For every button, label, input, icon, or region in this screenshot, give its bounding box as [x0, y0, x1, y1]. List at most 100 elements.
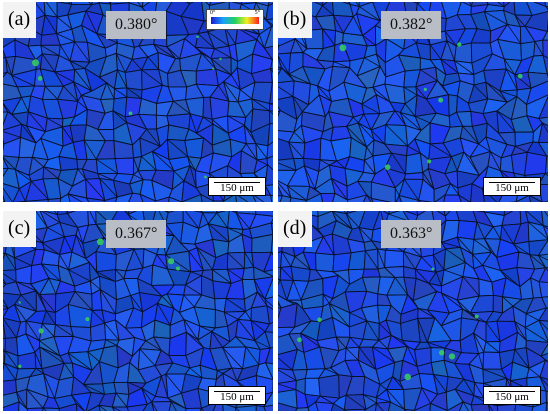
grain-boundary [445, 248, 466, 263]
grain [269, 81, 273, 105]
high-misorientation-spot [32, 59, 39, 67]
grain-boundary [478, 353, 484, 370]
grain-boundary [74, 69, 93, 92]
grain [544, 155, 548, 174]
grain-boundary [225, 298, 246, 312]
grain [264, 321, 273, 333]
high-misorientation-spot [438, 97, 444, 103]
grain-boundary [362, 394, 377, 404]
grain [482, 351, 503, 370]
grain-boundary [145, 340, 162, 351]
high-misorientation-spot [339, 44, 347, 52]
grain [487, 403, 499, 411]
grain-boundary [201, 53, 217, 70]
grain [538, 116, 548, 126]
grain-boundary [216, 212, 229, 229]
grain-boundary [197, 33, 215, 49]
grain-boundary [280, 267, 294, 281]
grain-boundary [255, 143, 268, 159]
grain [528, 194, 543, 202]
grain-boundary [394, 277, 408, 296]
grain-boundary [403, 178, 420, 201]
grain [95, 251, 117, 273]
micrograph-panel-d: (d) 0.363° 150 μm [278, 211, 548, 411]
grain-boundary [346, 126, 367, 148]
grain-boundary [256, 291, 268, 307]
grain [270, 222, 273, 235]
grain [418, 178, 435, 202]
grain-boundary [245, 143, 258, 161]
grain-boundary [376, 397, 391, 403]
misorientation-value: 0.367° [106, 220, 167, 248]
grain-boundary [14, 304, 27, 322]
grain-boundary [294, 256, 311, 270]
grain-boundary [372, 346, 395, 363]
grain-boundary [256, 159, 268, 166]
grain [347, 250, 366, 271]
grain [295, 407, 310, 411]
grain [470, 403, 491, 411]
grain [395, 194, 402, 202]
grain-boundary [324, 368, 339, 376]
grain-boundary [361, 103, 380, 115]
misorientation-value: 0.363° [381, 220, 442, 248]
grain-boundary [484, 238, 498, 258]
grain-boundary [427, 341, 445, 349]
grain-boundary [473, 84, 488, 100]
grain [525, 80, 548, 106]
grain-boundary [98, 404, 107, 411]
grain [524, 319, 548, 343]
grain-boundary [528, 367, 541, 378]
grain [279, 195, 292, 202]
grain-boundary [91, 310, 105, 324]
grain-boundary [415, 268, 429, 284]
grain-boundary [250, 320, 266, 333]
grain-boundary [379, 323, 392, 336]
grain-boundary [364, 160, 376, 175]
grain [370, 197, 392, 202]
grain-boundary [189, 165, 197, 188]
high-misorientation-spot [517, 73, 523, 79]
grain-boundary [43, 166, 59, 179]
grain-boundary [3, 348, 6, 352]
grain [266, 155, 273, 171]
grain-boundary [288, 141, 304, 159]
grain [278, 402, 298, 411]
grain-boundary [211, 331, 223, 348]
kam-map-b [278, 2, 548, 202]
grain-boundary [74, 291, 93, 311]
scale-bar-line [214, 182, 260, 183]
grain-boundary [133, 249, 144, 269]
grain-boundary [514, 14, 526, 27]
grain-boundary [26, 389, 44, 409]
grain [538, 281, 548, 298]
grain [264, 331, 273, 349]
grain [539, 359, 548, 380]
grain [405, 152, 424, 175]
grain [168, 179, 185, 202]
grain [103, 196, 118, 202]
grain-boundary [462, 125, 479, 145]
high-misorientation-spot [219, 57, 222, 61]
grain-boundary [69, 60, 86, 69]
grain [253, 266, 273, 281]
grain-boundary [199, 325, 212, 332]
grain-boundary [366, 194, 372, 202]
grain-boundary [333, 15, 344, 34]
high-misorientation-spot [384, 164, 391, 170]
grain [429, 402, 448, 411]
panel-label: (b) [278, 2, 313, 38]
grain-boundary [404, 103, 416, 117]
grain-boundary [352, 116, 359, 124]
high-misorientation-spot [404, 373, 411, 381]
grain [87, 404, 101, 411]
grain-boundary [11, 75, 35, 87]
grain-boundary [322, 28, 336, 46]
grain-boundary [319, 159, 330, 166]
grain-boundary [105, 339, 118, 346]
grain-boundary [3, 304, 9, 309]
grain [264, 163, 273, 187]
grain-boundary [476, 221, 485, 239]
grain-boundary [83, 384, 105, 395]
high-misorientation-spot [168, 258, 175, 265]
